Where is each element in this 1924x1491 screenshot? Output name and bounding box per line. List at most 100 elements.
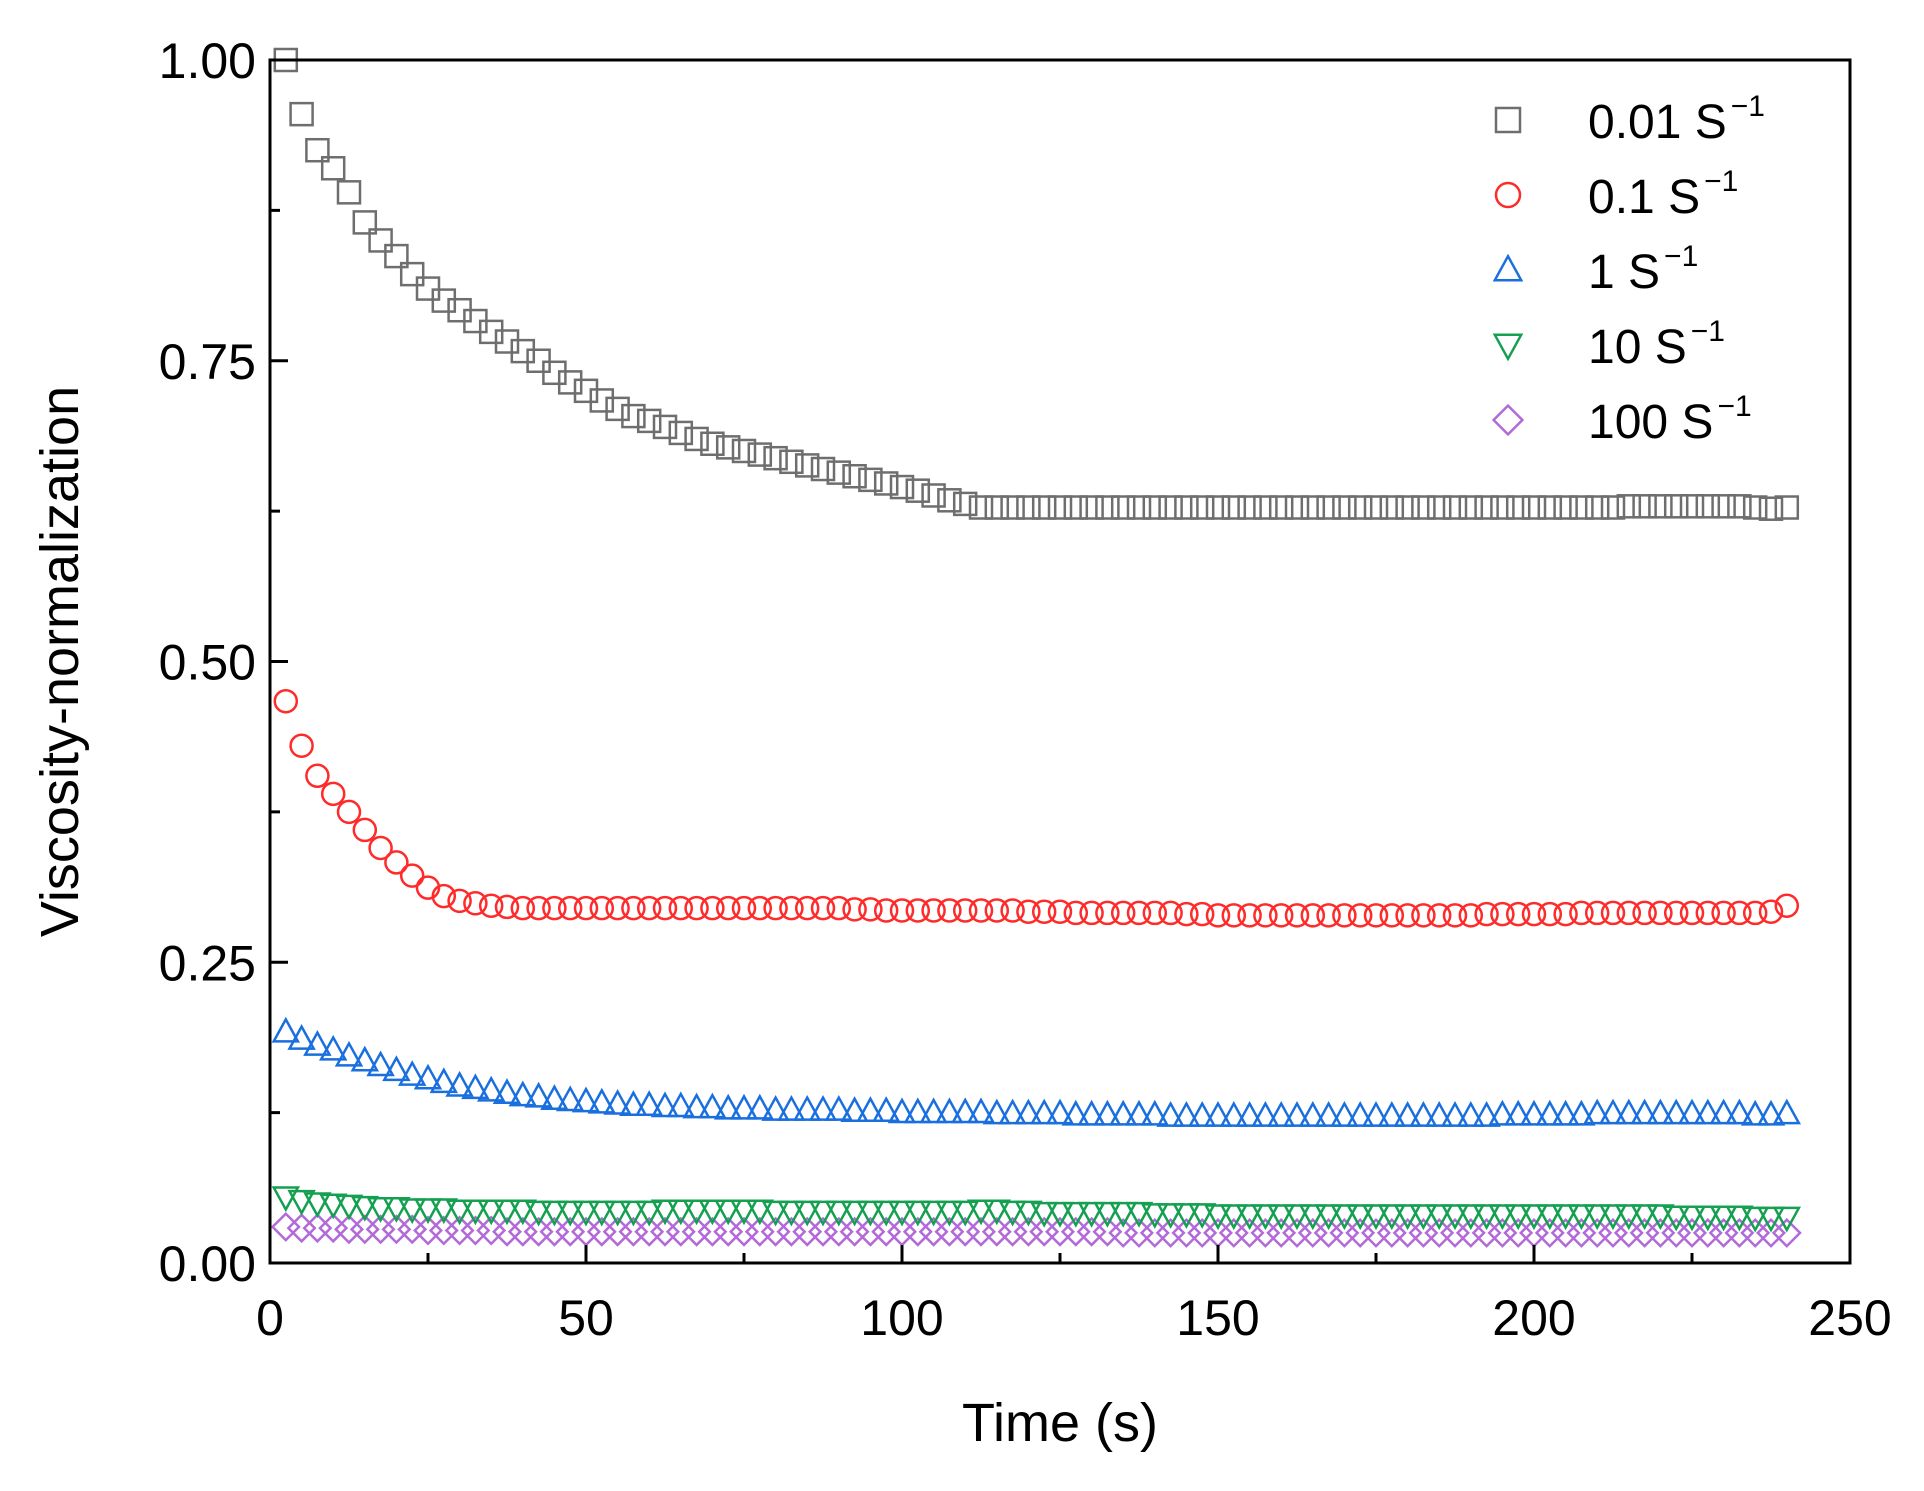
data-point bbox=[792, 1216, 823, 1247]
legend-label: 0.01 S −1 bbox=[1588, 90, 1765, 149]
legend-marker bbox=[1494, 181, 1522, 209]
data-point bbox=[492, 1199, 522, 1226]
data-point bbox=[1646, 1204, 1675, 1231]
data-point bbox=[1709, 1098, 1738, 1125]
data-point bbox=[1250, 1217, 1281, 1248]
data-point bbox=[1124, 1099, 1154, 1126]
data-point bbox=[1139, 1217, 1170, 1248]
data-point bbox=[494, 329, 520, 354]
data-point bbox=[587, 1200, 617, 1227]
data-point bbox=[1140, 1099, 1170, 1126]
data-point bbox=[1693, 1098, 1723, 1125]
data-point bbox=[1234, 1217, 1265, 1248]
data-point bbox=[968, 495, 994, 520]
data-point bbox=[1742, 900, 1768, 926]
data-point bbox=[1332, 495, 1357, 520]
data-point bbox=[1029, 1098, 1059, 1125]
data-point bbox=[950, 1097, 980, 1124]
data-point bbox=[603, 1088, 632, 1115]
data-point bbox=[429, 1198, 459, 1225]
data-point bbox=[573, 378, 599, 404]
data-point bbox=[336, 180, 362, 205]
data-point bbox=[950, 1216, 981, 1247]
data-point bbox=[1614, 1204, 1644, 1231]
data-point bbox=[305, 763, 330, 789]
legend-label-exponent: −1 bbox=[1731, 90, 1765, 123]
data-point bbox=[1379, 495, 1405, 520]
data-point bbox=[792, 1094, 822, 1121]
legend-label-text: 100 S bbox=[1588, 396, 1713, 449]
data-point bbox=[1297, 1217, 1328, 1248]
data-point bbox=[1045, 1216, 1075, 1247]
data-point bbox=[1553, 495, 1578, 520]
data-point bbox=[1677, 1205, 1707, 1232]
data-point bbox=[935, 1200, 964, 1227]
data-point bbox=[666, 1091, 696, 1118]
data-point bbox=[634, 1216, 665, 1247]
data-point bbox=[808, 1200, 838, 1227]
data-point bbox=[428, 1215, 459, 1246]
data-point bbox=[1503, 1217, 1534, 1248]
y-tick-label: 0.25 bbox=[159, 935, 256, 991]
data-point bbox=[1079, 900, 1104, 926]
data-point bbox=[460, 1215, 491, 1246]
y-tick-label: 1.00 bbox=[159, 33, 256, 89]
data-point bbox=[966, 1097, 996, 1124]
data-point bbox=[1709, 1205, 1738, 1232]
data-point bbox=[763, 895, 788, 921]
data-point bbox=[1598, 1204, 1628, 1231]
data-point bbox=[492, 1078, 522, 1104]
data-point bbox=[605, 396, 630, 422]
data-point bbox=[889, 474, 915, 500]
data-point bbox=[384, 850, 409, 875]
data-point bbox=[352, 210, 378, 235]
data-point bbox=[871, 1216, 902, 1247]
data-point bbox=[652, 414, 678, 440]
data-point bbox=[368, 228, 393, 253]
data-point bbox=[1016, 495, 1041, 520]
data-point bbox=[1490, 901, 1515, 927]
data-point bbox=[605, 895, 630, 921]
data-point bbox=[431, 883, 457, 909]
legend-label-text: 0.1 S bbox=[1588, 171, 1700, 224]
data-point bbox=[1124, 1217, 1154, 1248]
data-point bbox=[1377, 1204, 1407, 1231]
data-point bbox=[1711, 494, 1736, 519]
data-point bbox=[1237, 495, 1262, 520]
data-point bbox=[966, 1216, 996, 1247]
data-point bbox=[760, 1216, 791, 1247]
data-point bbox=[1535, 1099, 1565, 1126]
data-point bbox=[589, 388, 615, 413]
data-point bbox=[1442, 495, 1468, 520]
data-point bbox=[905, 898, 931, 923]
legend-item: 0.01 S −1 bbox=[1494, 90, 1765, 149]
data-point bbox=[1408, 1217, 1439, 1248]
data-point bbox=[1677, 1217, 1707, 1248]
data-point bbox=[1393, 1204, 1422, 1231]
data-point bbox=[634, 1090, 664, 1117]
data-point bbox=[1472, 1204, 1501, 1231]
data-point bbox=[713, 1093, 743, 1120]
data-point bbox=[918, 1216, 949, 1247]
data-point bbox=[334, 1214, 364, 1245]
data-point bbox=[1582, 1098, 1612, 1125]
data-point bbox=[1629, 1217, 1660, 1248]
data-point bbox=[1251, 1204, 1280, 1231]
legend-label-text: 1 S bbox=[1588, 246, 1660, 299]
legend-label-exponent: −1 bbox=[1664, 240, 1698, 273]
data-point bbox=[1550, 1217, 1581, 1248]
data-point bbox=[715, 435, 741, 460]
data-point bbox=[1284, 903, 1310, 928]
data-point bbox=[508, 1199, 538, 1226]
data-point bbox=[1393, 1100, 1422, 1127]
data-point bbox=[824, 1200, 854, 1227]
data-point bbox=[650, 1091, 680, 1118]
data-point bbox=[602, 1216, 633, 1247]
data-point bbox=[697, 1216, 728, 1247]
data-point bbox=[839, 1216, 870, 1247]
data-point bbox=[921, 483, 946, 508]
data-point bbox=[952, 898, 978, 923]
data-point bbox=[905, 478, 931, 503]
data-point bbox=[1126, 495, 1152, 520]
data-point bbox=[823, 1216, 854, 1247]
